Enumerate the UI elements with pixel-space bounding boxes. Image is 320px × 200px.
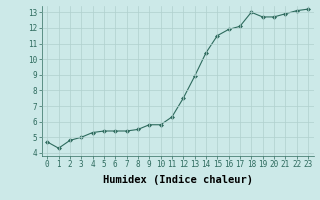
X-axis label: Humidex (Indice chaleur): Humidex (Indice chaleur) [103, 175, 252, 185]
